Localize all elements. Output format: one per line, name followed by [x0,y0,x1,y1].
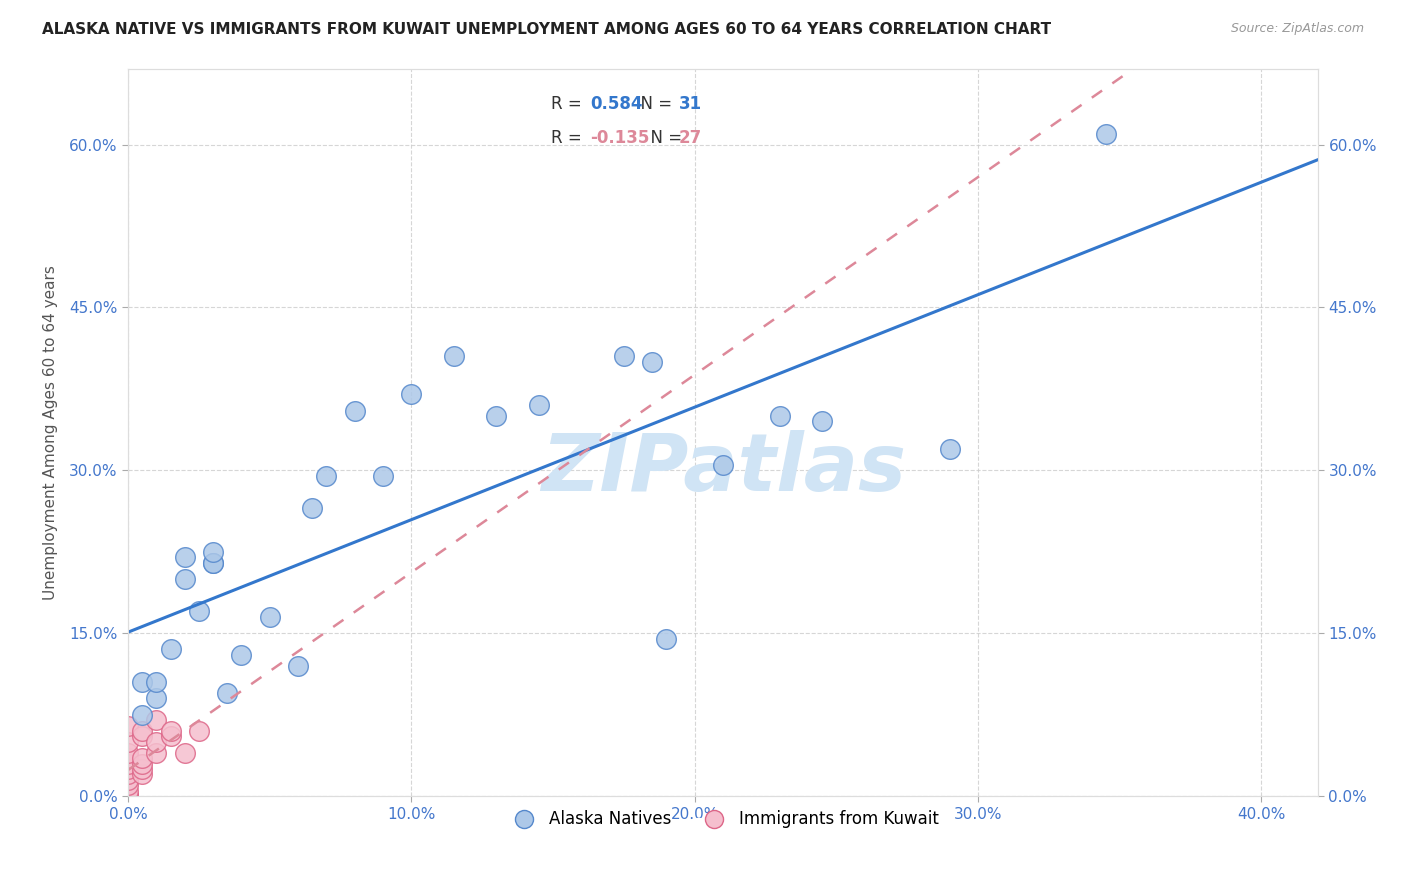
Point [159,723,181,738]
Point [641,355,664,369]
Point [117,735,139,749]
Point [485,409,508,423]
Point [117,756,139,771]
Point [938,442,960,456]
Point [117,762,139,776]
Point [301,501,323,516]
Point [117,789,139,803]
Text: N =: N = [640,128,688,146]
Point [117,789,139,803]
Text: 0.584: 0.584 [591,95,643,112]
Point [231,648,253,662]
Text: ALASKA NATIVE VS IMMIGRANTS FROM KUWAIT UNEMPLOYMENT AMONG AGES 60 TO 64 YEARS C: ALASKA NATIVE VS IMMIGRANTS FROM KUWAIT … [42,22,1052,37]
Text: -0.135: -0.135 [591,128,650,146]
Point [145,691,167,706]
Point [173,550,195,565]
Text: ZIPatlas: ZIPatlas [540,430,905,508]
Point [202,556,225,570]
Point [131,751,153,765]
Point [527,398,550,412]
Point [117,783,139,797]
Point [655,632,678,646]
Point [711,458,734,472]
Point [145,746,167,760]
Text: N =: N = [630,95,678,112]
Text: Source: ZipAtlas.com: Source: ZipAtlas.com [1230,22,1364,36]
Point [159,642,181,657]
Point [117,778,139,792]
Point [131,707,153,722]
Point [159,730,181,744]
Point [117,789,139,803]
Point [131,762,153,776]
Point [117,767,139,781]
Text: R =: R = [551,128,586,146]
Point [117,751,139,765]
Point [217,686,239,700]
Point [131,756,153,771]
Point [443,349,465,363]
Point [259,610,281,624]
Point [287,658,309,673]
Point [117,772,139,787]
Point [131,723,153,738]
Point [131,730,153,744]
Point [613,349,636,363]
Point [117,789,139,803]
Point [145,713,167,727]
Point [401,387,423,401]
Point [811,414,834,428]
Point [131,675,153,690]
Point [117,746,139,760]
Point [343,403,366,417]
Point [145,675,167,690]
Point [315,468,337,483]
Point [188,723,211,738]
Point [188,605,211,619]
Point [202,545,225,559]
Point [1094,127,1116,141]
Point [173,746,195,760]
Text: 31: 31 [679,95,702,112]
Point [371,468,394,483]
Text: R =: R = [551,95,586,112]
Point [769,409,792,423]
Text: 27: 27 [679,128,703,146]
Y-axis label: Unemployment Among Ages 60 to 64 years: Unemployment Among Ages 60 to 64 years [44,265,58,599]
Point [117,718,139,732]
Point [145,735,167,749]
Point [131,767,153,781]
Point [202,556,225,570]
Point [173,572,195,586]
Legend: Alaska Natives, Immigrants from Kuwait: Alaska Natives, Immigrants from Kuwait [501,804,945,835]
